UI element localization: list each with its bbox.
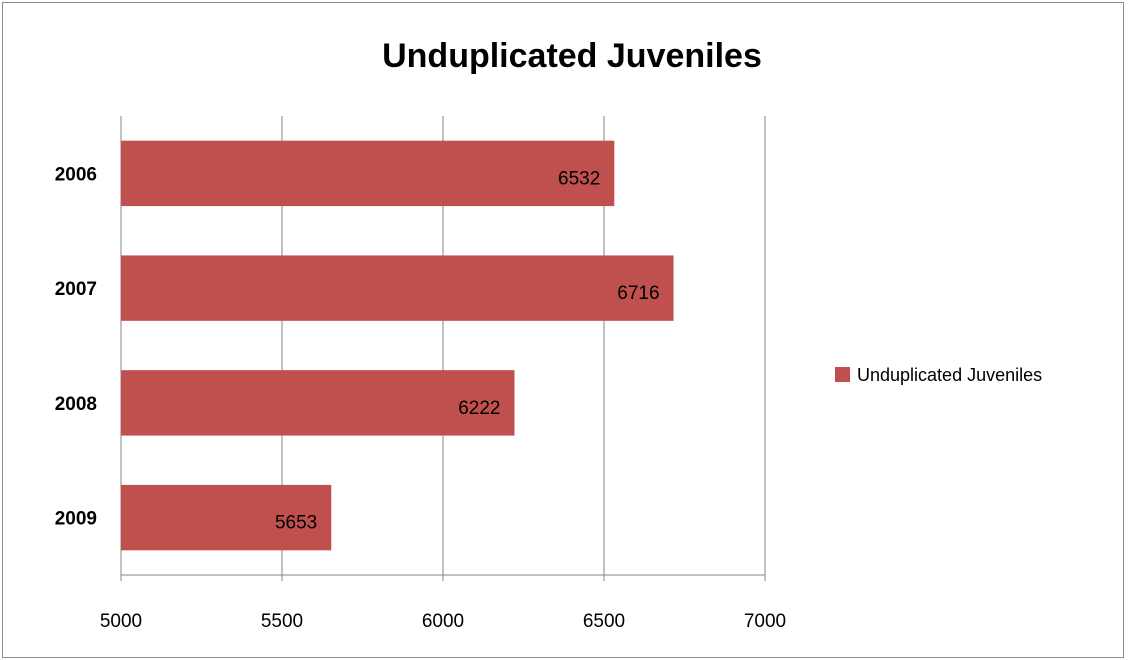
category-label-2008: 2008 [55,394,97,415]
bar-2006 [121,140,615,207]
data-label-2008: 6222 [458,398,500,419]
x-tick-label-6500: 6500 [583,611,625,632]
category-label-2007: 2007 [55,279,97,300]
bar-2007 [121,255,674,321]
data-label-2007: 6716 [617,283,659,304]
category-label-2006: 2006 [55,164,97,185]
bars [121,140,674,551]
legend-swatch [835,367,850,382]
x-tick-label-5500: 5500 [261,611,303,632]
chart-title: Unduplicated Juveniles [382,37,762,75]
data-label-2009: 5653 [275,513,317,534]
x-tick-label-6000: 6000 [422,611,464,632]
bar-2008 [121,370,515,436]
category-label-2009: 2009 [55,509,97,530]
legend: Unduplicated Juveniles [835,365,1042,385]
data-label-2006: 6532 [558,168,600,189]
labels: 2006 6532 2007 6716 2008 6222 2009 5653 [55,164,660,533]
legend-label-unduplicated-juveniles: Unduplicated Juveniles [857,365,1042,385]
bar-2009 [121,484,332,551]
x-tick-label-5000: 5000 [100,611,142,632]
x-tick-label-7000: 7000 [744,611,786,632]
